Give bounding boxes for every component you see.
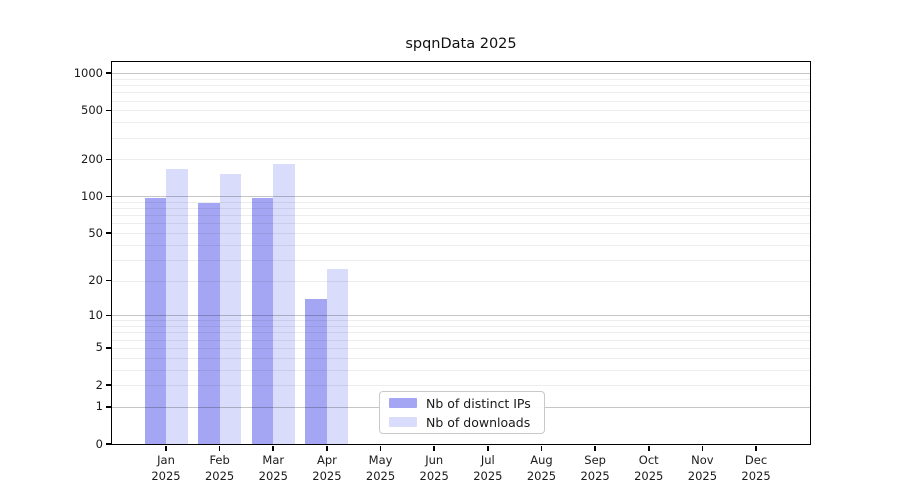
y-tick-label: 0 bbox=[95, 436, 103, 451]
x-tick bbox=[326, 446, 328, 451]
minor-gridline bbox=[112, 223, 810, 225]
minor-gridline bbox=[112, 259, 810, 261]
x-tick-label: Jan 2025 bbox=[151, 453, 181, 483]
y-tick-label: 50 bbox=[88, 225, 103, 240]
y-tick bbox=[106, 195, 112, 198]
major-gridline bbox=[112, 73, 810, 75]
minor-gridline bbox=[112, 110, 810, 112]
bar-ips-feb bbox=[198, 203, 220, 444]
legend-swatch-downloads bbox=[389, 417, 417, 427]
legend-label-distinct-ips: Nb of distinct IPs bbox=[426, 395, 531, 411]
x-tick bbox=[165, 446, 167, 451]
x-tick-label: Dec 2025 bbox=[741, 453, 771, 483]
major-gridline bbox=[112, 196, 810, 198]
bar-downloads-feb bbox=[219, 174, 242, 444]
minor-gridline bbox=[112, 332, 810, 334]
x-tick-label: Feb 2025 bbox=[204, 453, 235, 483]
y-tick bbox=[106, 109, 112, 112]
minor-gridline bbox=[112, 78, 810, 80]
x-tick bbox=[647, 446, 650, 451]
minor-gridline bbox=[112, 369, 810, 371]
legend-label-downloads: Nb of downloads bbox=[426, 414, 531, 430]
minor-gridline bbox=[112, 320, 810, 322]
x-tick-label: Oct 2025 bbox=[634, 453, 664, 483]
plot-area bbox=[112, 62, 810, 444]
bar-downloads-jan bbox=[166, 169, 188, 444]
y-tick bbox=[106, 279, 112, 282]
minor-gridline bbox=[112, 215, 810, 217]
legend-swatch-distinct-ips bbox=[389, 398, 417, 408]
x-tick-label: Nov 2025 bbox=[687, 453, 718, 483]
legend: Nb of distinct IPs Nb of downloads bbox=[379, 391, 545, 434]
x-tick bbox=[218, 446, 221, 451]
minor-gridline bbox=[112, 137, 810, 139]
y-tick bbox=[106, 314, 112, 317]
major-gridline bbox=[112, 315, 810, 317]
minor-gridline bbox=[112, 233, 810, 235]
minor-gridline bbox=[112, 201, 810, 203]
y-tick bbox=[106, 232, 112, 234]
x-tick bbox=[540, 446, 543, 451]
y-tick-label: 5 bbox=[95, 340, 103, 355]
x-tick bbox=[379, 446, 382, 451]
y-tick bbox=[106, 72, 112, 75]
minor-gridline bbox=[112, 100, 810, 102]
y-tick bbox=[106, 158, 112, 161]
minor-gridline bbox=[112, 357, 810, 359]
minor-gridline bbox=[112, 208, 810, 210]
y-tick-label: 20 bbox=[88, 273, 103, 288]
legend-item-distinct-ips: Nb of distinct IPs bbox=[389, 396, 535, 411]
minor-gridline bbox=[112, 244, 810, 246]
x-tick-label: Apr 2025 bbox=[312, 453, 342, 483]
y-tick-label: 200 bbox=[81, 151, 103, 166]
minor-gridline bbox=[112, 339, 810, 341]
minor-gridline bbox=[112, 122, 810, 124]
y-tick bbox=[106, 406, 112, 408]
y-tick bbox=[106, 384, 112, 386]
legend-item-downloads: Nb of downloads bbox=[389, 415, 535, 430]
x-tick-label: Jun 2025 bbox=[419, 453, 449, 483]
y-tick-label: 500 bbox=[81, 102, 103, 117]
chart-title: spqnData 2025 bbox=[405, 36, 517, 52]
x-tick bbox=[594, 446, 596, 451]
x-tick-label: Aug 2025 bbox=[526, 453, 557, 483]
x-tick-label: Sep 2025 bbox=[580, 453, 610, 483]
x-tick bbox=[272, 446, 275, 451]
x-tick-label: Mar 2025 bbox=[258, 453, 288, 483]
y-tick-label: 1 bbox=[95, 399, 103, 414]
y-tick-label: 2 bbox=[95, 377, 103, 392]
x-tick bbox=[755, 446, 757, 451]
minor-gridline bbox=[112, 326, 810, 328]
y-tick-label: 10 bbox=[88, 307, 103, 322]
minor-gridline bbox=[112, 159, 810, 161]
bar-downloads-mar bbox=[273, 164, 295, 444]
minor-gridline bbox=[112, 85, 810, 87]
y-tick-label: 100 bbox=[81, 188, 103, 203]
minor-gridline bbox=[112, 280, 810, 282]
minor-gridline bbox=[112, 92, 810, 94]
x-tick bbox=[433, 446, 435, 451]
y-tick bbox=[106, 347, 112, 349]
bar-downloads-apr bbox=[326, 269, 349, 444]
x-tick bbox=[701, 446, 704, 451]
x-tick-label: May 2025 bbox=[365, 453, 396, 483]
minor-gridline bbox=[112, 347, 810, 349]
x-tick bbox=[487, 446, 489, 451]
x-tick-label: Jul 2025 bbox=[473, 453, 503, 483]
minor-gridline bbox=[112, 385, 810, 387]
y-tick-label: 1000 bbox=[73, 65, 103, 80]
y-tick bbox=[106, 443, 112, 445]
